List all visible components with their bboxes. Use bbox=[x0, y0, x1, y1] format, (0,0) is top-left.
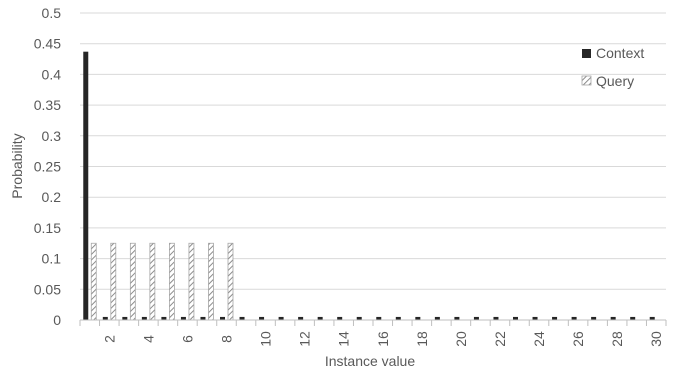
x-tick-label: 22 bbox=[492, 331, 508, 347]
y-tick-label: 0.5 bbox=[42, 5, 62, 21]
x-tick-label: 26 bbox=[570, 331, 586, 347]
x-tick-label: 4 bbox=[140, 335, 156, 343]
bar-context-5 bbox=[161, 316, 167, 320]
bar-context-12 bbox=[298, 316, 304, 320]
y-tick-label: 0.2 bbox=[42, 189, 62, 205]
bar-query-6 bbox=[188, 242, 195, 321]
legend-label-query: Query bbox=[596, 73, 634, 89]
bar-context-15 bbox=[356, 316, 362, 320]
bar-context-1 bbox=[83, 51, 89, 320]
x-tick-label: 12 bbox=[297, 331, 313, 347]
legend-swatch-context bbox=[582, 49, 591, 58]
bar-context-29 bbox=[630, 316, 636, 320]
x-tick-label: 14 bbox=[336, 331, 352, 347]
x-tick-label: 8 bbox=[219, 335, 235, 343]
bar-query-1 bbox=[90, 242, 97, 321]
bar-context-22 bbox=[493, 316, 499, 320]
bar-context-9 bbox=[239, 316, 245, 320]
x-tick-label: 30 bbox=[648, 331, 664, 347]
bar-context-27 bbox=[591, 316, 597, 320]
x-axis bbox=[79, 319, 667, 326]
y-tick-label: 0.45 bbox=[34, 36, 61, 52]
bar-context-26 bbox=[571, 316, 577, 320]
bar-context-20 bbox=[454, 316, 460, 320]
bar-context-23 bbox=[513, 316, 518, 320]
y-tick-label: 0.05 bbox=[34, 281, 61, 297]
gridlines bbox=[80, 12, 666, 290]
y-tick-label: 0 bbox=[53, 312, 61, 328]
x-tick-label: 6 bbox=[179, 335, 195, 343]
legend-label-context: Context bbox=[596, 45, 644, 61]
bar-query-8 bbox=[227, 242, 234, 321]
bar-query-5 bbox=[168, 242, 175, 321]
x-tick-label: 16 bbox=[375, 331, 391, 347]
x-axis-label: Instance value bbox=[325, 353, 415, 369]
bar-context-6 bbox=[180, 316, 186, 320]
bar-context-3 bbox=[122, 316, 128, 320]
x-tick-label: 20 bbox=[453, 331, 469, 347]
bar-context-30 bbox=[649, 316, 655, 320]
x-tick-label: 18 bbox=[414, 331, 430, 347]
bar-context-14 bbox=[337, 316, 343, 320]
bar-query-3 bbox=[129, 242, 136, 321]
bar-context-19 bbox=[434, 316, 440, 320]
bar-context-16 bbox=[376, 316, 382, 320]
bar-context-11 bbox=[278, 316, 284, 320]
y-axis-label: Probability bbox=[9, 133, 25, 198]
bar-context-7 bbox=[200, 316, 206, 320]
bar-context-10 bbox=[259, 316, 265, 320]
bar-context-21 bbox=[473, 316, 479, 320]
bar-context-8 bbox=[220, 316, 225, 320]
legend-swatch-query bbox=[581, 75, 592, 86]
bar-context-25 bbox=[552, 316, 558, 320]
bar-query-4 bbox=[149, 242, 156, 321]
y-tick-label: 0.35 bbox=[34, 97, 61, 113]
y-axis-ticks: 0 0.05 0.1 0.15 0.2 0.25 0.3 0.35 0.4 0.45 0.5 bbox=[34, 5, 61, 328]
x-tick-label: 2 bbox=[101, 335, 117, 343]
bar-context-24 bbox=[532, 316, 538, 320]
y-tick-label: 0.3 bbox=[42, 128, 62, 144]
x-tick-label: 24 bbox=[531, 331, 547, 347]
bar-context-17 bbox=[395, 316, 401, 320]
bar-query-7 bbox=[208, 242, 214, 321]
legend: Context Query bbox=[581, 45, 644, 89]
y-tick-label: 0.15 bbox=[34, 220, 61, 236]
y-tick-label: 0.1 bbox=[42, 251, 62, 267]
x-tick-label: 28 bbox=[609, 331, 625, 347]
y-tick-label: 0.25 bbox=[34, 159, 61, 175]
bar-query-2 bbox=[110, 242, 117, 321]
bar-context-4 bbox=[141, 316, 147, 320]
bar-context-13 bbox=[317, 316, 323, 320]
bar-context-18 bbox=[415, 316, 421, 320]
x-tick-label: 10 bbox=[258, 331, 274, 347]
bars bbox=[83, 51, 655, 321]
x-axis-ticks: 2 4 6 8 10 12 14 16 18 20 22 24 26 28 30 bbox=[101, 331, 664, 347]
y-tick-label: 0.4 bbox=[42, 66, 62, 82]
bar-context-2 bbox=[102, 316, 108, 320]
bar-context-28 bbox=[610, 316, 616, 320]
